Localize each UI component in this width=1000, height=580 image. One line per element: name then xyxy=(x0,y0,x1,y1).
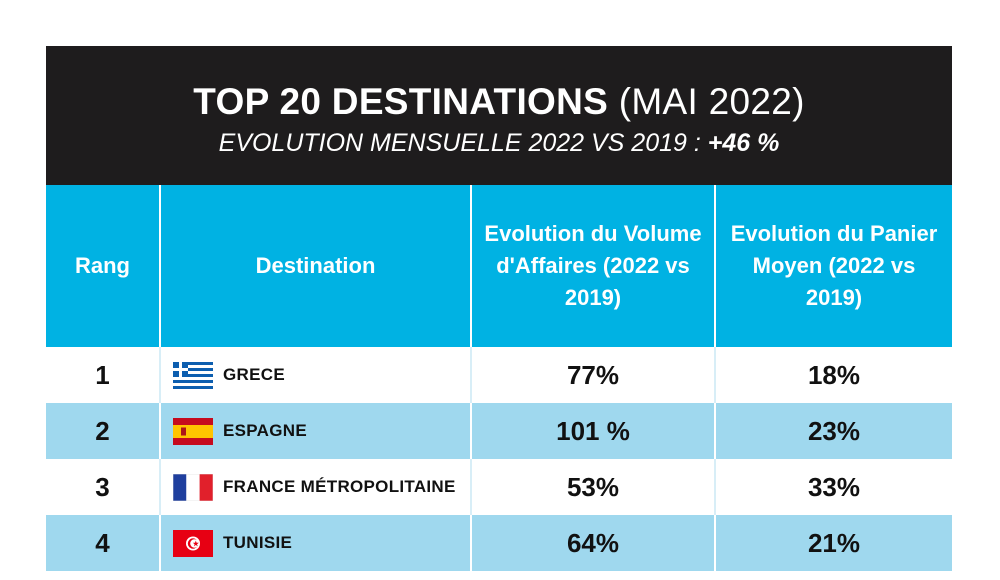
destinations-table-card: TOP 20 DESTINATIONS (MAI 2022) EVOLUTION… xyxy=(46,46,952,571)
rank-cell: 1 xyxy=(46,347,161,403)
destinations-table: Rang Destination Evolution du Volume d'A… xyxy=(46,185,952,571)
destination-name: GRECE xyxy=(223,365,285,384)
title-main: TOP 20 DESTINATIONS xyxy=(193,81,609,122)
subtitle-label: EVOLUTION MENSUELLE 2022 VS 2019 : xyxy=(218,129,701,157)
column-header-volume: Evolution du Volume d'Affaires (2022 vs … xyxy=(471,185,716,347)
destination-cell: ESPAGNE xyxy=(160,403,472,459)
basket-cell: 33% xyxy=(715,459,952,515)
column-header-rank: Rang xyxy=(46,185,161,347)
basket-cell: 18% xyxy=(715,347,952,403)
france-flag-icon xyxy=(173,473,213,501)
volume-cell: 64% xyxy=(471,515,716,571)
volume-cell: 53% xyxy=(471,459,716,515)
column-header-basket: Evolution du Panier Moyen (2022 vs 2019) xyxy=(715,185,952,347)
destination-name: ESPAGNE xyxy=(223,421,307,440)
table-row: 2 ESPAGNE 101 % 23% xyxy=(46,403,952,459)
volume-cell: 101 % xyxy=(471,403,716,459)
basket-cell: 23% xyxy=(715,403,952,459)
table-row: 3 FRANCE MÉTROPOLITAINE 53% 33% xyxy=(46,459,952,515)
rank-cell: 2 xyxy=(46,403,161,459)
rank-cell: 4 xyxy=(46,515,161,571)
title-period: (MAI 2022) xyxy=(618,81,805,122)
destination-cell: TUNISIE xyxy=(160,515,472,571)
table-row: 4 TUNISIE 64% 21% xyxy=(46,515,952,571)
destination-name: FRANCE MÉTROPOLITAINE xyxy=(223,477,456,496)
subtitle-value: +46 % xyxy=(707,129,780,157)
table-title: TOP 20 DESTINATIONS (MAI 2022) xyxy=(46,46,952,124)
table-header-block: TOP 20 DESTINATIONS (MAI 2022) EVOLUTION… xyxy=(46,46,952,185)
destination-cell: FRANCE MÉTROPOLITAINE xyxy=(160,459,472,515)
table-subtitle: EVOLUTION MENSUELLE 2022 VS 2019 : +46 % xyxy=(46,128,952,158)
column-header-row: Rang Destination Evolution du Volume d'A… xyxy=(46,185,952,347)
tunisia-flag-icon xyxy=(173,529,213,557)
table-row: 1 GRECE xyxy=(46,347,952,403)
destination-name: TUNISIE xyxy=(223,533,293,552)
spain-flag-icon xyxy=(173,417,213,445)
column-header-destination: Destination xyxy=(160,185,472,347)
destination-cell: GRECE xyxy=(160,347,472,403)
greece-flag-icon xyxy=(173,361,213,389)
rank-cell: 3 xyxy=(46,459,161,515)
basket-cell: 21% xyxy=(715,515,952,571)
volume-cell: 77% xyxy=(471,347,716,403)
